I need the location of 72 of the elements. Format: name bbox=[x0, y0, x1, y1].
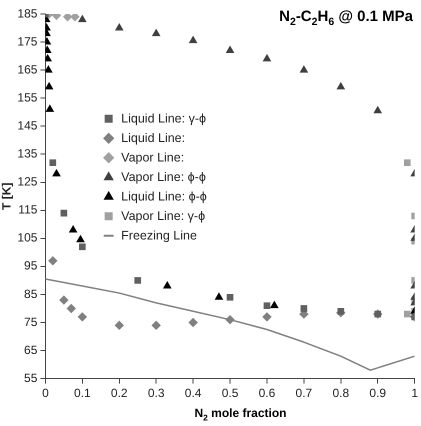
point bbox=[46, 104, 54, 112]
x-tick-label: 0.3 bbox=[148, 386, 165, 400]
x-tick-label: 0.2 bbox=[110, 386, 128, 400]
x-tick-label: 0.8 bbox=[332, 386, 350, 400]
y-axis-title: T [K] bbox=[0, 182, 14, 210]
point bbox=[49, 159, 56, 166]
y-tick-label: 135 bbox=[17, 146, 38, 161]
point bbox=[337, 308, 344, 315]
point bbox=[226, 294, 234, 301]
point bbox=[264, 302, 270, 310]
legend-label: Liquid Line: γ-ϕ bbox=[121, 111, 206, 126]
point bbox=[78, 312, 87, 322]
point bbox=[45, 66, 52, 73]
legend-label: Liquid Line: ϕ-ϕ bbox=[121, 189, 207, 204]
point bbox=[59, 296, 68, 305]
point bbox=[215, 292, 223, 300]
y-tick-label: 165 bbox=[17, 62, 38, 76]
point bbox=[66, 304, 76, 313]
point bbox=[48, 256, 58, 266]
point bbox=[374, 106, 382, 114]
point bbox=[60, 210, 68, 216]
legend-label: Freezing Line bbox=[121, 228, 197, 242]
point bbox=[226, 46, 234, 53]
legend-label: Vapor Line: ϕ-ϕ bbox=[121, 170, 206, 184]
chart-title: N$_{2}$-C$_{2}$H$_{6}$ @ 0.1 MPa bbox=[279, 8, 413, 28]
y-tick-label: 65 bbox=[24, 342, 38, 357]
y-tick-label: 185 bbox=[17, 6, 38, 20]
point bbox=[115, 24, 124, 31]
x-tick-label: 0.9 bbox=[369, 386, 386, 400]
point bbox=[300, 66, 308, 73]
x-tick-label: 0 bbox=[42, 386, 50, 400]
y-tick-label: 95 bbox=[24, 258, 38, 273]
x-tick-label: 0.5 bbox=[222, 386, 239, 400]
x-tick-label: 0.7 bbox=[296, 386, 313, 400]
x-tick-label: 0.4 bbox=[184, 386, 202, 400]
x-tick-label: 1 bbox=[411, 386, 418, 400]
point bbox=[262, 312, 272, 322]
point bbox=[188, 318, 198, 328]
x-axis-title: N$_{2}$ mole fraction bbox=[193, 406, 288, 422]
y-tick-label: 125 bbox=[17, 174, 38, 189]
legend-label: Vapor Line: bbox=[121, 150, 184, 164]
point bbox=[45, 54, 52, 62]
point bbox=[270, 301, 278, 308]
y-tick-label: 115 bbox=[18, 202, 38, 217]
point bbox=[76, 235, 84, 242]
point bbox=[78, 15, 86, 22]
point bbox=[134, 277, 142, 284]
y-tick-label: 55 bbox=[24, 370, 38, 385]
legend-label: Vapor Line: γ-ϕ bbox=[121, 208, 206, 223]
point bbox=[263, 54, 271, 62]
y-tick-label: 105 bbox=[17, 230, 38, 245]
point bbox=[52, 169, 60, 176]
point bbox=[79, 243, 86, 250]
point bbox=[69, 225, 78, 232]
point bbox=[152, 320, 161, 330]
point bbox=[45, 46, 52, 53]
y-tick-label: 145 bbox=[17, 118, 38, 132]
y-tick-label: 175 bbox=[17, 34, 38, 48]
point bbox=[226, 315, 235, 324]
point bbox=[152, 29, 160, 36]
point bbox=[300, 305, 308, 312]
point bbox=[336, 82, 345, 90]
y-tick-label: 75 bbox=[24, 314, 38, 329]
point bbox=[163, 282, 172, 289]
x-tick-label: 0.1 bbox=[74, 386, 92, 400]
point bbox=[114, 320, 124, 330]
x-tick-label: 0.6 bbox=[258, 386, 276, 400]
y-tick-label: 155 bbox=[17, 90, 38, 104]
y-tick-label: 85 bbox=[24, 286, 38, 301]
legend-label: Liquid Line: bbox=[121, 130, 186, 145]
point bbox=[189, 36, 198, 44]
point bbox=[45, 82, 54, 90]
